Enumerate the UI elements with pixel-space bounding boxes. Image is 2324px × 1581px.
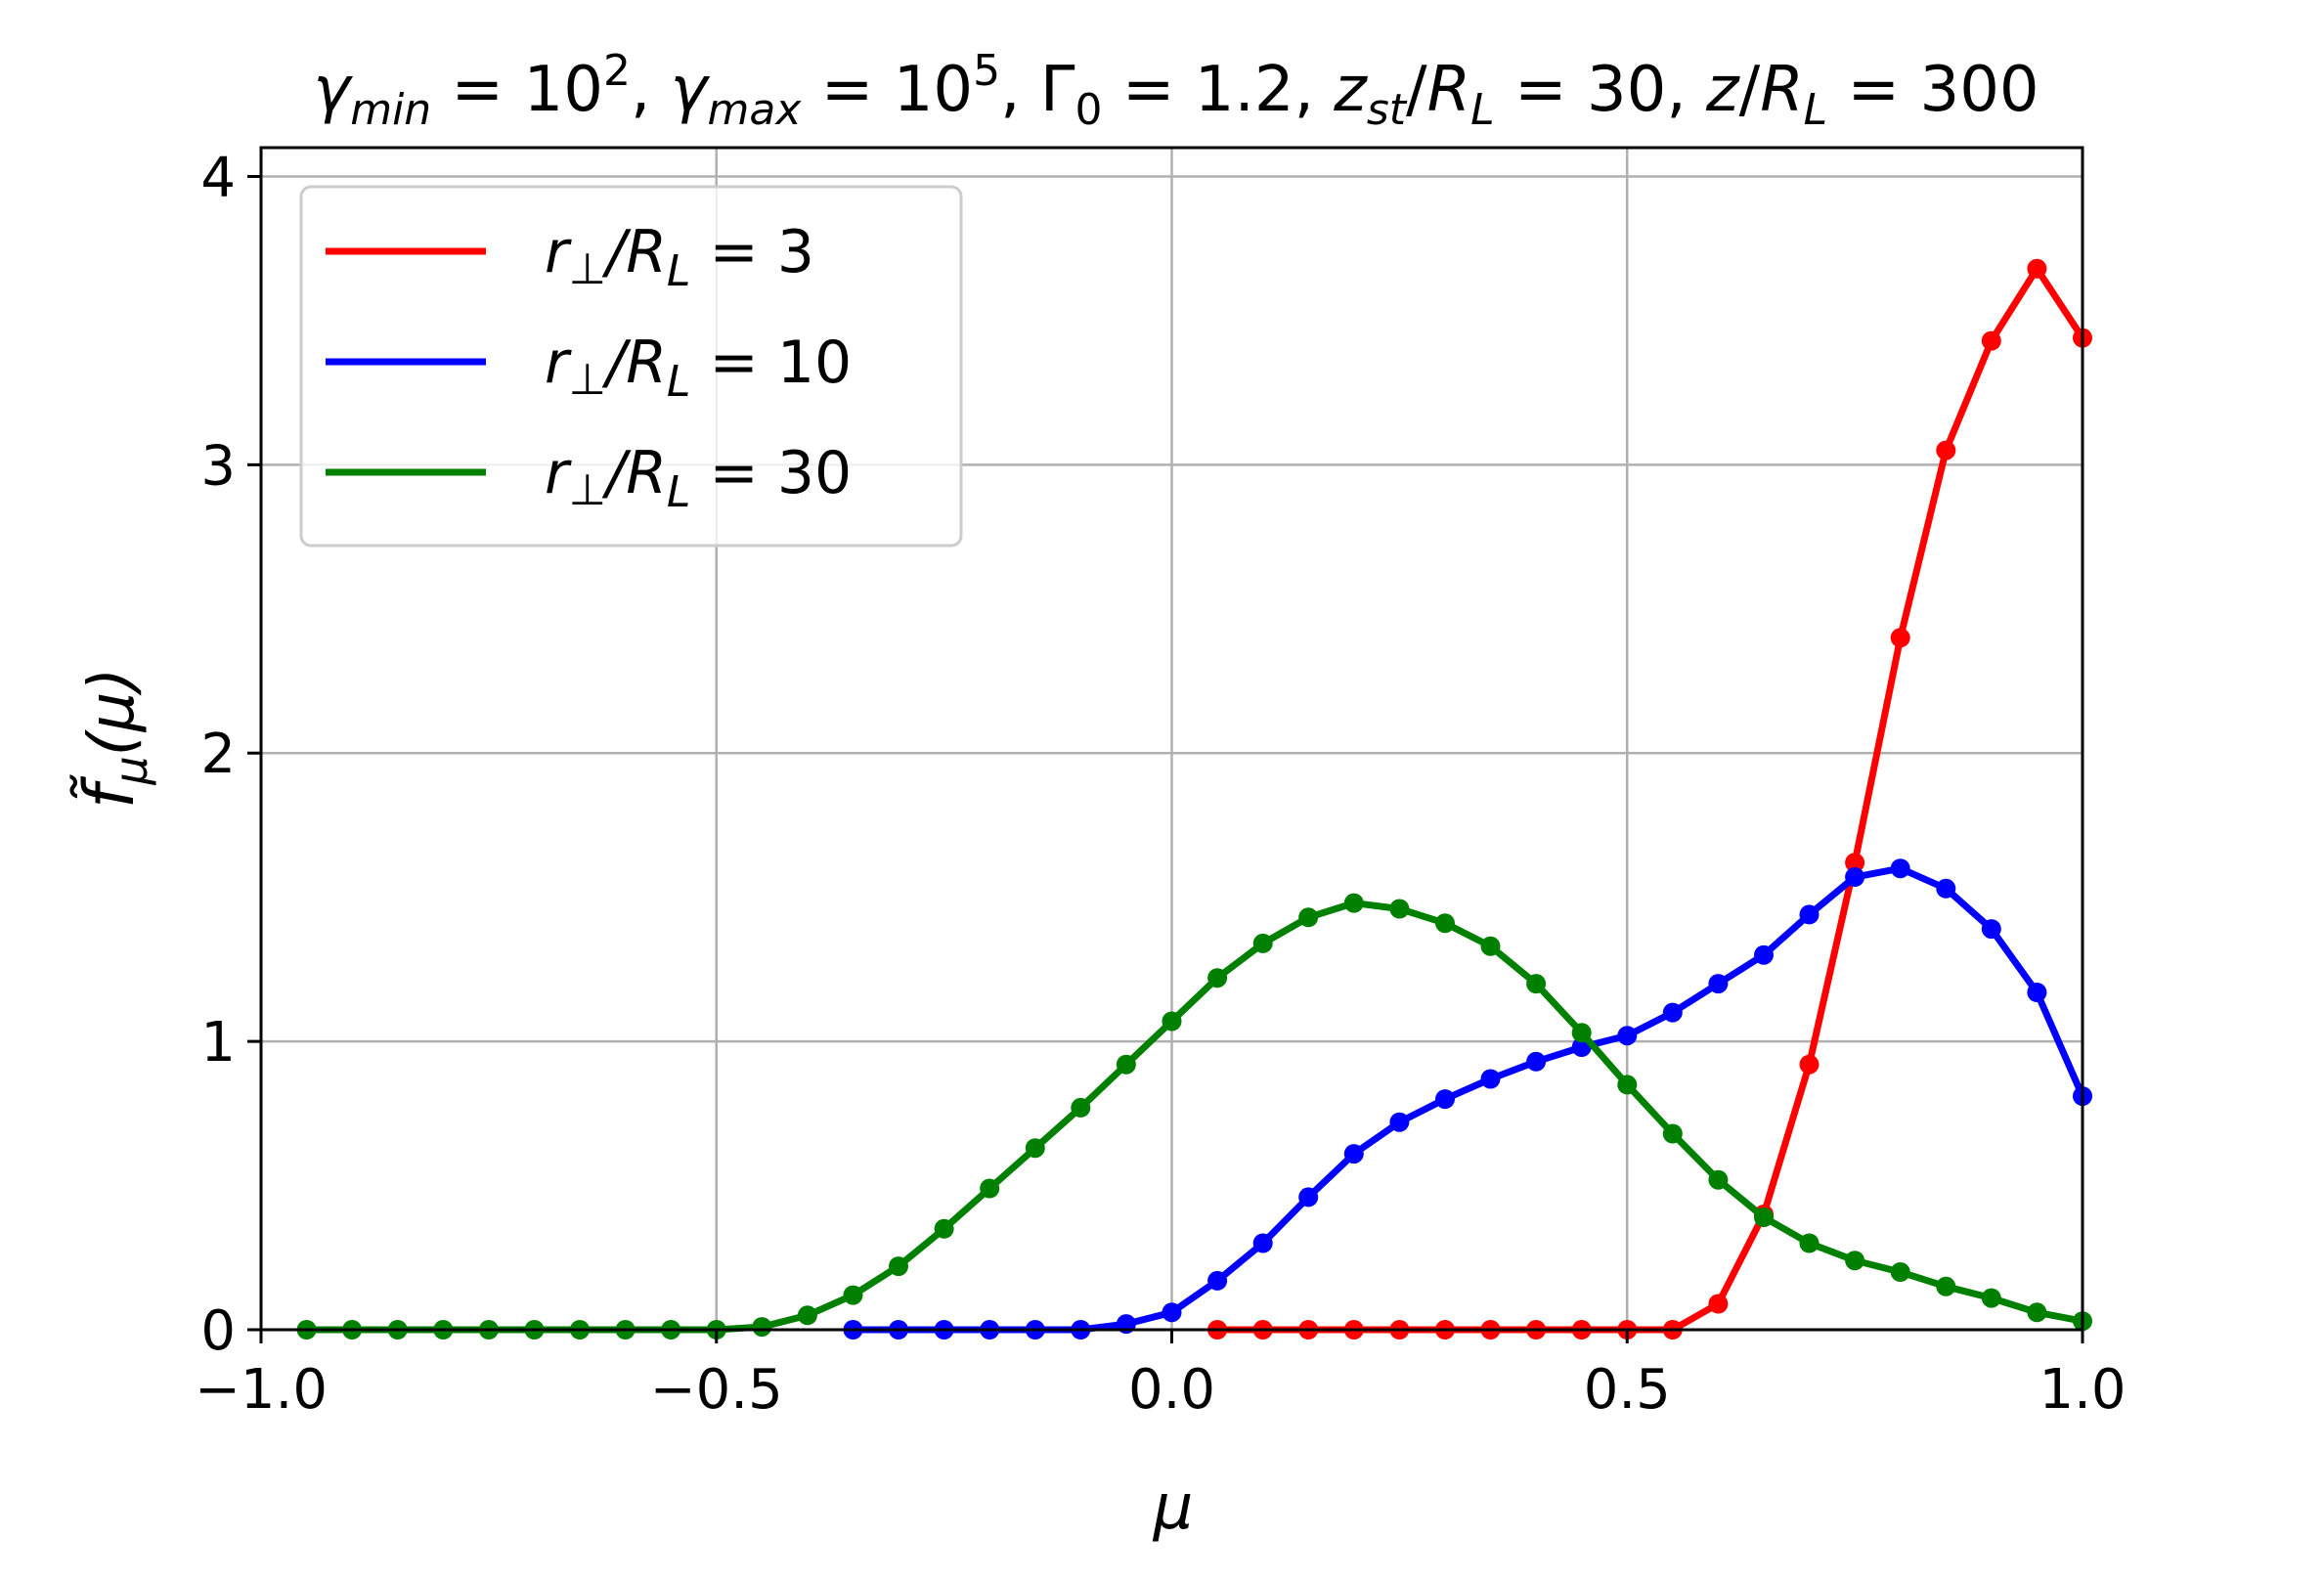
y-tick-label: 3 [200,434,236,498]
x-tick-label: −0.5 [650,1358,783,1422]
x-tick-label: −1.0 [195,1358,328,1422]
data-point [1662,1123,1683,1144]
data-point [1389,899,1410,919]
legend-entry-label: r⊥/RL = 10 [545,329,852,407]
data-point [1389,1112,1410,1132]
data-point [1799,1054,1820,1075]
data-point [934,1218,954,1239]
data-point [1480,1069,1501,1089]
data-point [1708,1294,1729,1314]
data-point [1025,1138,1045,1159]
data-point [1162,1302,1182,1323]
data-point [1662,1002,1683,1023]
data-point [1207,1270,1228,1291]
data-point [2027,983,2047,1002]
data-point [1526,974,1547,994]
data-point [1981,330,2001,351]
legend-entry-label: r⊥/RL = 30 [545,439,852,517]
data-point [1890,628,1910,648]
ticks: −1.0 −0.5 0.0 0.5 1.0 0 1 2 3 4 [195,146,2127,1422]
data-point [1617,1026,1638,1046]
data-point [1890,858,1910,879]
x-tick-label: 0.5 [1584,1358,1671,1422]
data-point [1116,1054,1136,1075]
y-tick-label: 0 [200,1299,236,1363]
data-point [980,1178,1000,1199]
data-point [1845,1251,1865,1271]
data-point [1435,1089,1455,1110]
legend-entry-label: r⊥/RL = 3 [545,218,814,296]
legend-box [299,185,963,548]
data-point [1435,913,1455,934]
data-point [2027,258,2047,279]
data-point [1252,1233,1273,1253]
data-point [1845,867,1865,887]
data-point [1480,936,1501,956]
data-point [1617,1075,1638,1095]
y-axis-label: f̃μ(μ) [69,668,157,810]
data-point [1298,1187,1319,1208]
data-point [843,1285,863,1305]
data-point [1754,1208,1774,1227]
data-point [1936,440,1956,461]
data-point [1207,968,1228,988]
y-tick-label: 4 [200,146,236,209]
y-tick-label: 2 [200,723,236,786]
data-point [1708,1169,1729,1190]
data-point [889,1256,908,1277]
data-point [1936,1276,1956,1296]
data-point [797,1305,817,1326]
data-point [752,1317,772,1338]
data-point [1754,944,1774,965]
chart-title: γmin = 102, γmax = 105, Γ0 = 1.2, zst/RL… [313,46,2039,135]
data-point [1343,893,1364,913]
data-point [1981,919,2001,940]
data-point [1526,1051,1547,1072]
data-point [1890,1262,1910,1282]
data-point [1845,853,1865,873]
x-axis-label: μ [1153,1471,1194,1544]
x-tick-label: 0.0 [1128,1358,1215,1422]
data-point [2027,1302,2047,1323]
data-point [1162,1011,1182,1032]
data-point [1799,904,1820,925]
data-point [1936,878,1956,899]
data-point [1571,1023,1592,1043]
data-point [1071,1097,1091,1118]
data-point [1252,933,1273,953]
data-point [1298,907,1319,928]
data-point [1343,1144,1364,1164]
data-point [1799,1233,1820,1253]
data-point [1708,974,1729,994]
legend: r⊥/RL = 3 r⊥/RL = 10 r⊥/RL = 30 [299,185,963,548]
y-tick-label: 1 [200,1011,236,1075]
data-point [1981,1288,2001,1308]
x-tick-label: 1.0 [2039,1358,2126,1422]
